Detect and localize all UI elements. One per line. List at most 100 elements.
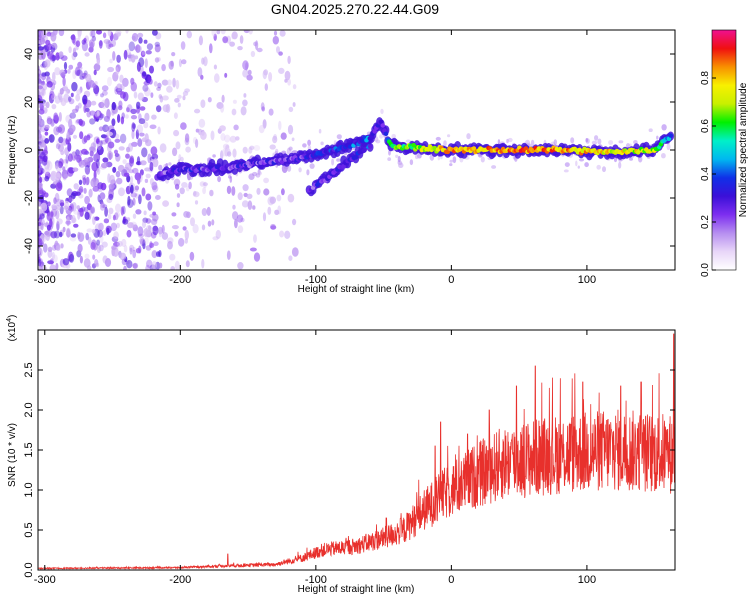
noise-blob bbox=[272, 135, 278, 144]
halo-blob bbox=[563, 169, 569, 173]
noise-blob bbox=[143, 228, 149, 237]
noise-blob bbox=[201, 224, 206, 231]
noise-blob bbox=[126, 229, 132, 238]
noise-blob bbox=[292, 218, 297, 226]
noise-blob bbox=[138, 233, 144, 238]
noise-blob bbox=[76, 69, 83, 77]
noise-blob bbox=[54, 95, 61, 104]
noise-blob bbox=[108, 183, 115, 190]
noise-blob bbox=[146, 43, 153, 51]
noise-blob bbox=[198, 118, 206, 128]
noise-blob bbox=[147, 201, 153, 211]
noise-blob bbox=[70, 192, 76, 200]
noise-blob bbox=[84, 211, 90, 220]
noise-blob bbox=[134, 185, 140, 191]
noise-blob bbox=[104, 98, 110, 109]
noise-blob bbox=[102, 90, 108, 96]
noise-blob bbox=[38, 31, 43, 40]
noise-blob bbox=[116, 54, 121, 63]
halo-blob bbox=[661, 153, 666, 159]
noise-blob bbox=[44, 59, 51, 68]
noise-blob bbox=[56, 221, 60, 231]
noise-blob bbox=[91, 228, 96, 234]
noise-blob bbox=[41, 72, 47, 77]
noise-blob bbox=[292, 84, 297, 90]
noise-blob bbox=[138, 113, 142, 121]
noise-blob bbox=[38, 108, 45, 115]
noise-blob bbox=[51, 204, 57, 210]
noise-blob bbox=[149, 65, 154, 74]
noise-blob bbox=[109, 58, 113, 64]
noise-blob bbox=[154, 44, 161, 53]
noise-blob bbox=[77, 30, 81, 41]
noise-blob bbox=[90, 206, 96, 214]
noise-blob bbox=[156, 251, 161, 257]
noise-blob bbox=[232, 211, 239, 221]
noise-blob bbox=[62, 76, 66, 87]
noise-blob bbox=[47, 260, 54, 265]
noise-blob bbox=[220, 133, 226, 141]
noise-blob bbox=[253, 252, 261, 262]
noise-blob bbox=[278, 51, 283, 56]
noise-blob bbox=[209, 43, 213, 54]
noise-blob bbox=[58, 51, 64, 58]
noise-blob bbox=[144, 112, 150, 122]
noise-blob bbox=[269, 196, 276, 204]
ridge-point bbox=[382, 128, 387, 133]
noise-blob bbox=[45, 229, 51, 237]
halo-blob bbox=[252, 171, 258, 177]
noise-blob bbox=[161, 79, 169, 86]
noise-blob bbox=[134, 193, 140, 199]
noise-blob bbox=[288, 106, 294, 113]
noise-blob bbox=[176, 193, 181, 198]
noise-blob bbox=[176, 202, 180, 208]
noise-blob bbox=[291, 247, 299, 257]
noise-blob bbox=[138, 194, 142, 205]
noise-blob bbox=[220, 103, 225, 113]
noise-blob bbox=[107, 151, 114, 160]
noise-blob bbox=[269, 144, 276, 150]
noise-blob bbox=[64, 200, 70, 211]
snr-x-label: Height of straight line (km) bbox=[298, 584, 415, 595]
noise-blob bbox=[145, 218, 152, 224]
noise-blob bbox=[159, 262, 163, 269]
noise-blob bbox=[78, 160, 86, 168]
noise-blob bbox=[94, 112, 101, 117]
noise-blob bbox=[145, 50, 152, 55]
noise-blob bbox=[150, 92, 154, 98]
noise-blob bbox=[38, 237, 42, 243]
noise-blob bbox=[51, 54, 56, 63]
x-tick-label: -200 bbox=[169, 274, 191, 286]
noise-blob bbox=[53, 197, 57, 205]
noise-blob bbox=[125, 153, 130, 159]
halo-blob bbox=[336, 158, 341, 162]
noise-blob bbox=[252, 205, 256, 210]
noise-blob bbox=[101, 85, 109, 92]
colorbar-tick-label: 0.6 bbox=[700, 119, 711, 133]
noise-blob bbox=[127, 222, 134, 229]
noise-blob bbox=[89, 150, 94, 157]
noise-blob bbox=[65, 220, 72, 225]
noise-blob bbox=[44, 175, 50, 182]
noise-blob bbox=[38, 212, 45, 220]
noise-blob bbox=[65, 114, 73, 124]
noise-blob bbox=[70, 214, 76, 224]
noise-blob bbox=[91, 30, 96, 38]
noise-blob bbox=[246, 193, 253, 199]
noise-blob bbox=[173, 178, 181, 187]
noise-blob bbox=[85, 167, 90, 175]
noise-blob bbox=[115, 203, 121, 213]
y-tick-label: 0.0 bbox=[23, 562, 35, 577]
noise-blob bbox=[148, 225, 152, 231]
noise-blob bbox=[258, 125, 265, 134]
halo-blob bbox=[575, 160, 578, 167]
halo-blob bbox=[564, 162, 570, 168]
noise-blob bbox=[60, 138, 68, 146]
noise-blob bbox=[85, 99, 92, 108]
noise-blob bbox=[38, 98, 41, 103]
noise-blob bbox=[139, 160, 147, 166]
noise-blob bbox=[123, 265, 127, 270]
noise-blob bbox=[107, 30, 112, 37]
noise-blob bbox=[63, 173, 69, 179]
noise-blob bbox=[159, 143, 167, 153]
